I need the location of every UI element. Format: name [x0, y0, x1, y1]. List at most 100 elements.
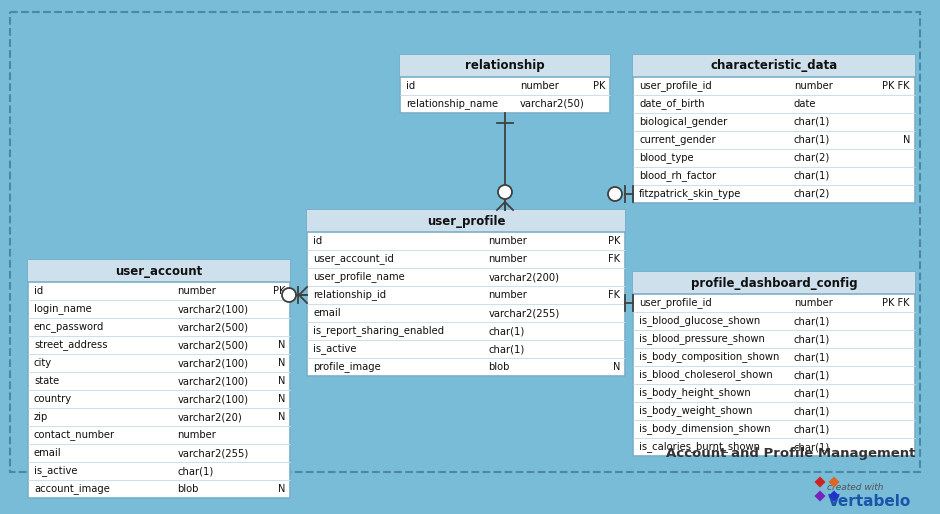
Text: char(1): char(1) — [488, 344, 525, 354]
Text: user_profile_id: user_profile_id — [639, 298, 712, 308]
Text: PK: PK — [607, 236, 620, 246]
Text: char(1): char(1) — [793, 424, 830, 434]
Text: char(1): char(1) — [793, 388, 830, 398]
Text: number: number — [793, 81, 833, 91]
Circle shape — [608, 187, 622, 201]
Text: enc_password: enc_password — [34, 322, 104, 333]
Text: account_image: account_image — [34, 484, 110, 494]
Text: city: city — [34, 358, 52, 368]
Text: current_gender: current_gender — [639, 135, 715, 145]
Text: user_account_id: user_account_id — [313, 253, 394, 265]
Text: user_account: user_account — [116, 265, 203, 278]
Text: id: id — [34, 286, 43, 296]
Text: login_name: login_name — [34, 304, 92, 315]
Text: PK FK: PK FK — [883, 81, 910, 91]
Text: profile_dashboard_config: profile_dashboard_config — [691, 277, 857, 289]
Text: number: number — [178, 430, 216, 440]
Bar — [633, 272, 915, 456]
Text: is_body_height_shown: is_body_height_shown — [639, 388, 751, 398]
Text: varchar2(255): varchar2(255) — [488, 308, 559, 318]
Text: number: number — [178, 286, 216, 296]
Text: is_active: is_active — [34, 466, 77, 476]
Text: number: number — [793, 298, 833, 308]
Text: N: N — [277, 358, 285, 368]
Text: id: id — [406, 81, 415, 91]
Text: date: date — [793, 99, 816, 109]
Polygon shape — [814, 490, 825, 502]
Text: profile_image: profile_image — [313, 361, 381, 373]
Text: N: N — [613, 362, 620, 372]
Bar — [633, 272, 915, 294]
Text: char(1): char(1) — [793, 406, 830, 416]
Text: PK: PK — [592, 81, 605, 91]
Text: contact_number: contact_number — [34, 430, 115, 440]
Text: is_active: is_active — [313, 343, 356, 355]
Text: is_body_composition_shown: is_body_composition_shown — [639, 352, 779, 362]
Text: blob: blob — [488, 362, 509, 372]
Text: varchar2(500): varchar2(500) — [178, 340, 248, 350]
Circle shape — [498, 185, 512, 199]
Text: PK: PK — [273, 286, 285, 296]
Text: is_report_sharing_enabled: is_report_sharing_enabled — [313, 325, 444, 337]
Text: char(1): char(1) — [793, 442, 830, 452]
Text: email: email — [34, 448, 62, 458]
Text: N: N — [902, 135, 910, 145]
Text: char(1): char(1) — [793, 117, 830, 127]
Bar — [28, 260, 290, 498]
Text: blood_rh_factor: blood_rh_factor — [639, 171, 716, 181]
Text: varchar2(500): varchar2(500) — [178, 322, 248, 332]
Text: char(2): char(2) — [793, 153, 830, 163]
Circle shape — [282, 288, 296, 302]
Text: number: number — [488, 236, 527, 246]
Text: is_calories_burnt_shown: is_calories_burnt_shown — [639, 442, 760, 452]
Text: char(1): char(1) — [488, 326, 525, 336]
Text: varchar2(100): varchar2(100) — [178, 394, 248, 404]
Text: is_body_dimension_shown: is_body_dimension_shown — [639, 424, 771, 434]
Text: varchar2(100): varchar2(100) — [178, 304, 248, 314]
Text: Account and Profile Management: Account and Profile Management — [666, 447, 915, 460]
Text: char(1): char(1) — [793, 135, 830, 145]
Text: user_profile: user_profile — [427, 214, 506, 228]
Text: fitzpatrick_skin_type: fitzpatrick_skin_type — [639, 189, 742, 199]
Text: char(2): char(2) — [793, 189, 830, 199]
Text: email: email — [313, 308, 340, 318]
Bar — [633, 55, 915, 77]
Text: characteristic_data: characteristic_data — [711, 60, 838, 72]
Text: country: country — [34, 394, 72, 404]
Bar — [307, 210, 625, 376]
Text: relationship_id: relationship_id — [313, 289, 386, 301]
Text: N: N — [277, 376, 285, 386]
Text: char(1): char(1) — [178, 466, 213, 476]
Text: char(1): char(1) — [793, 171, 830, 181]
Text: char(1): char(1) — [793, 352, 830, 362]
Text: varchar2(255): varchar2(255) — [178, 448, 248, 458]
Text: is_blood_choleserol_shown: is_blood_choleserol_shown — [639, 370, 773, 380]
Text: is_body_weight_shown: is_body_weight_shown — [639, 406, 753, 416]
Text: char(1): char(1) — [793, 316, 830, 326]
Bar — [10, 12, 920, 472]
Text: created with: created with — [827, 483, 884, 491]
Bar — [400, 55, 610, 77]
Text: number: number — [488, 290, 527, 300]
Text: user_profile_id: user_profile_id — [639, 81, 712, 91]
Text: varchar2(200): varchar2(200) — [488, 272, 559, 282]
Text: date_of_birth: date_of_birth — [639, 99, 705, 109]
Text: number: number — [488, 254, 527, 264]
Text: varchar2(50): varchar2(50) — [520, 99, 585, 109]
Text: zip: zip — [34, 412, 48, 422]
Text: relationship: relationship — [465, 60, 545, 72]
Text: user_profile_name: user_profile_name — [313, 271, 405, 283]
Text: varchar2(100): varchar2(100) — [178, 358, 248, 368]
Text: blood_type: blood_type — [639, 153, 694, 163]
Text: PK FK: PK FK — [883, 298, 910, 308]
Text: N: N — [277, 340, 285, 350]
Text: varchar2(100): varchar2(100) — [178, 376, 248, 386]
Bar — [400, 55, 610, 113]
Polygon shape — [828, 490, 839, 502]
Text: FK: FK — [608, 254, 620, 264]
Text: biological_gender: biological_gender — [639, 117, 728, 127]
Text: state: state — [34, 376, 59, 386]
Bar — [28, 260, 290, 282]
Text: Vertabelo: Vertabelo — [828, 494, 912, 509]
Text: N: N — [277, 412, 285, 422]
